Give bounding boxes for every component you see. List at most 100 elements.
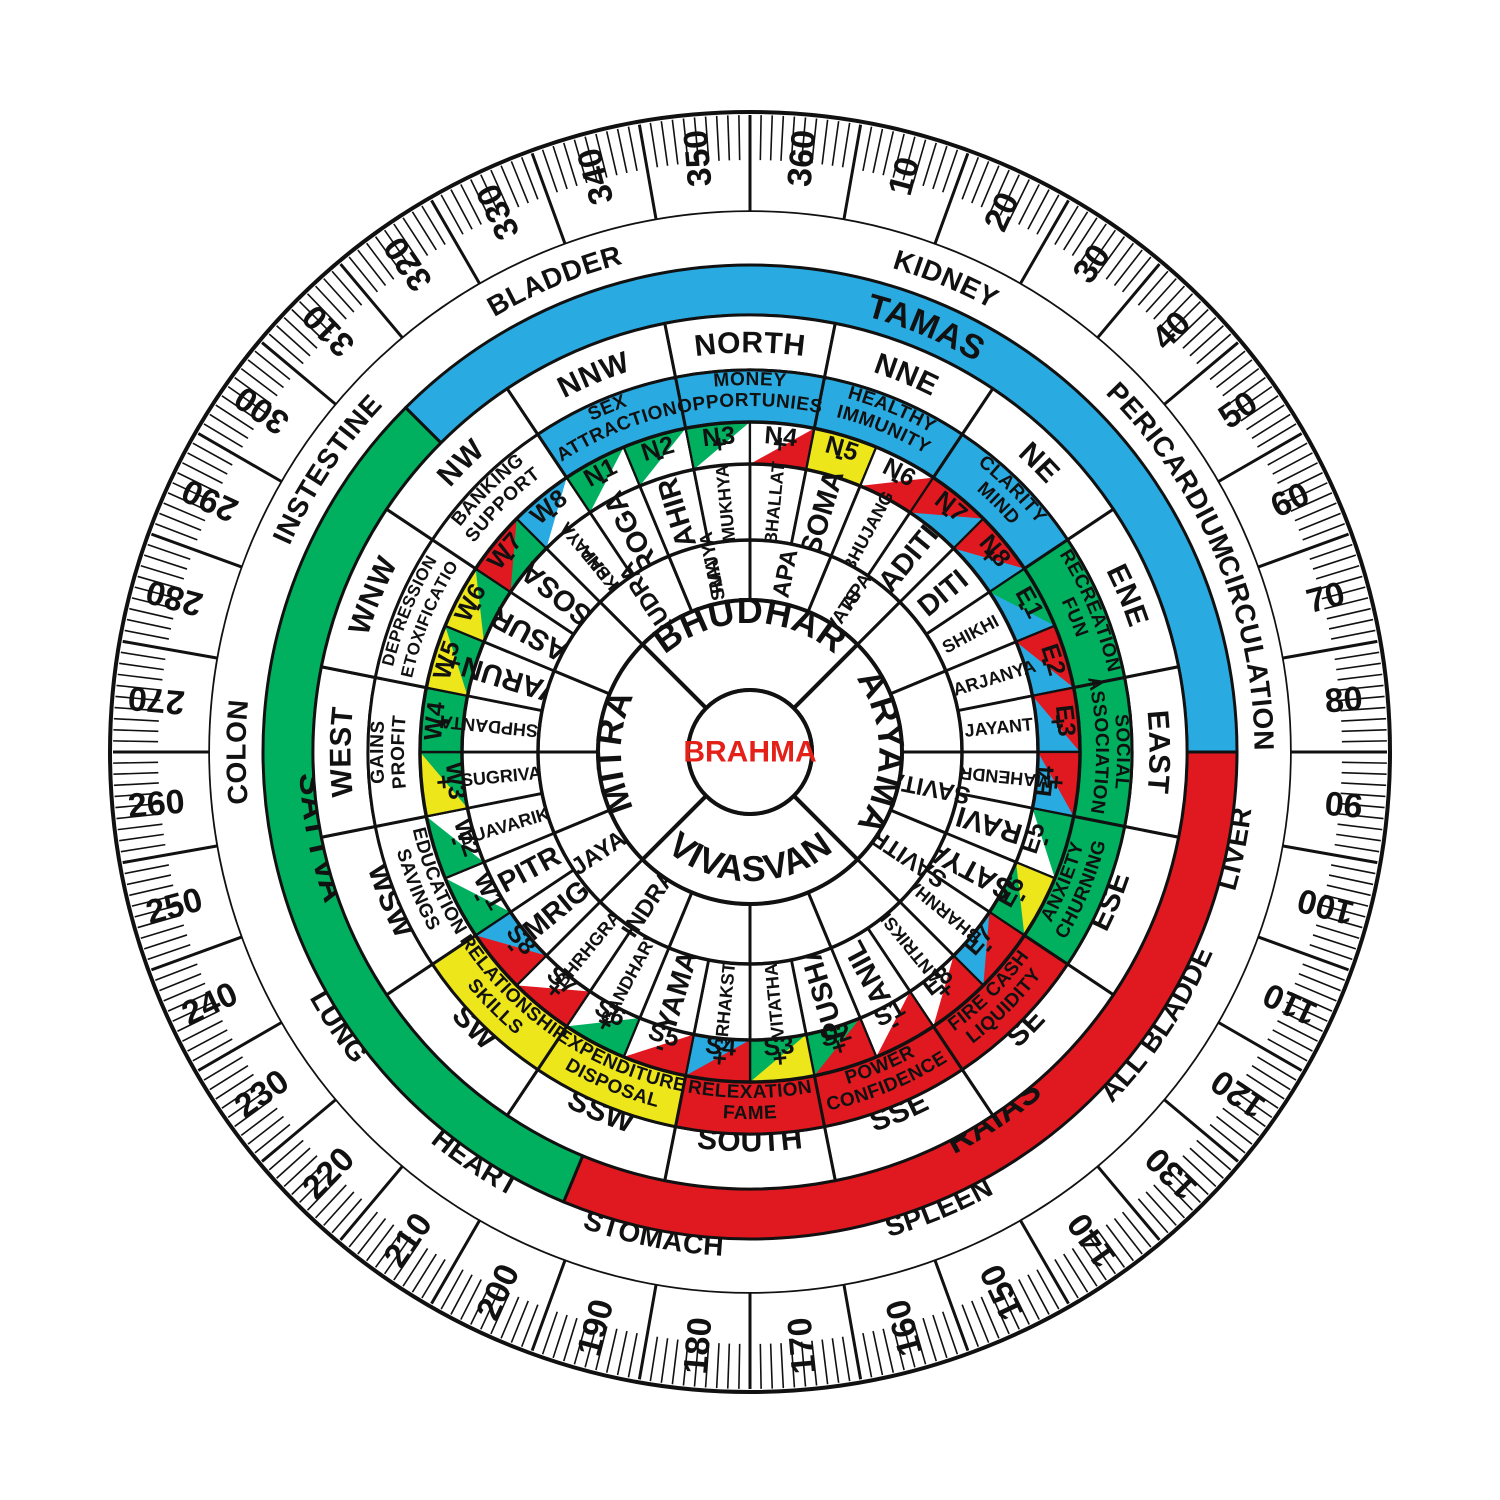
degree-tick-minor xyxy=(114,792,160,798)
degree-label-270: 270 xyxy=(126,679,186,722)
degree-tick-minor xyxy=(1324,597,1369,610)
degree-tick-minor xyxy=(552,145,568,190)
degree-tick-minor xyxy=(627,126,638,172)
degree-tick-minor xyxy=(120,843,166,853)
entrance-diagonal-fill xyxy=(475,518,517,592)
degree-tick-minor xyxy=(357,1218,387,1255)
degree-tick-minor xyxy=(1027,189,1050,230)
degree-tick-minor xyxy=(999,1288,1020,1330)
degree-tick-minor xyxy=(187,1029,228,1052)
degree-tick-minor xyxy=(1153,1184,1186,1219)
degree-tick-minor xyxy=(1036,194,1060,235)
degree-label-170: 170 xyxy=(781,1316,824,1376)
entrance-sign-E4: + xyxy=(1042,773,1071,791)
degree-tick-minor xyxy=(182,462,223,484)
degree-tick-minor xyxy=(1334,651,1380,661)
degree-tick-minor xyxy=(348,1211,379,1248)
degree-tick-major xyxy=(197,432,284,484)
degree-tick-minor xyxy=(1209,350,1246,381)
degree-tick-minor xyxy=(450,1274,473,1315)
degree-tick-minor xyxy=(1216,359,1253,389)
entrance-diagonal-fill xyxy=(685,422,750,470)
degree-tick-minor xyxy=(460,1279,482,1320)
degree-tick-minor xyxy=(134,586,179,600)
degree-tick-minor xyxy=(113,761,159,764)
degree-tick-minor xyxy=(1318,575,1363,590)
degree-tick-minor xyxy=(167,492,210,512)
degree-tick-minor xyxy=(299,301,332,334)
degree-tick-minor xyxy=(480,174,501,216)
degree-tick-minor xyxy=(1277,462,1318,484)
degree-tick-minor xyxy=(682,118,689,164)
degree-tick-minor xyxy=(393,223,420,262)
degree-tick-minor xyxy=(595,1326,608,1371)
degree-tick-minor xyxy=(1113,249,1143,286)
degree-tick-minor xyxy=(726,1343,731,1389)
degree-tick-minor xyxy=(1341,717,1387,722)
degree-label-350: 350 xyxy=(677,128,720,188)
degree-tick-minor xyxy=(192,1038,233,1062)
degree-tick-minor xyxy=(1330,629,1376,640)
degree-tick-minor xyxy=(247,1115,284,1145)
degree-tick-minor xyxy=(480,1288,501,1330)
degree-tick-minor xyxy=(1318,914,1363,929)
degree-tick-minor xyxy=(790,1342,796,1388)
degree-tick-minor xyxy=(254,1123,291,1154)
degree-tick-minor xyxy=(1063,1253,1089,1293)
degree-tick-minor xyxy=(862,1332,873,1378)
degree-tick-minor xyxy=(1337,823,1383,831)
degree-tick-minor xyxy=(117,823,163,831)
degree-tick-minor xyxy=(1088,229,1117,268)
degree-tick-minor xyxy=(541,1311,559,1355)
degree-tick-major xyxy=(1018,1218,1070,1305)
degree-label-180: 180 xyxy=(677,1316,720,1376)
degree-tick-minor xyxy=(129,884,174,897)
degree-tick-minor xyxy=(1257,1056,1297,1081)
degree-tick-minor xyxy=(215,1073,254,1100)
degree-tick-minor xyxy=(1189,1147,1224,1179)
degree-tick-minor xyxy=(999,174,1020,216)
degree-tick-minor xyxy=(323,1191,355,1226)
degree-tick-minor xyxy=(402,217,429,256)
degree-tick-major xyxy=(530,152,567,246)
entrance-diagonal-fill xyxy=(623,1034,694,1076)
degree-tick-minor xyxy=(134,904,179,918)
degree-tick-major xyxy=(1018,199,1070,286)
degree-tick-minor xyxy=(1290,492,1333,512)
entrance-diagonal-fill xyxy=(426,625,468,696)
degree-tick-minor xyxy=(541,149,559,193)
degree-tick-minor xyxy=(357,249,387,286)
direction-label: WEST xyxy=(324,705,359,798)
degree-tick-minor xyxy=(209,413,249,439)
degree-tick-minor xyxy=(510,1300,529,1343)
degree-tick-major xyxy=(430,199,482,286)
degree-tick-minor xyxy=(738,1343,741,1389)
entrance-diagonal-fill xyxy=(750,422,815,464)
degree-tick-minor xyxy=(113,782,159,787)
degree-tick-minor xyxy=(912,139,927,184)
degree-tick-minor xyxy=(323,278,355,313)
degree-tick-minor xyxy=(1121,1211,1152,1248)
ring-boundary-circle xyxy=(460,462,1040,1042)
degree-tick-minor xyxy=(131,597,176,610)
degree-tick-minor xyxy=(254,350,291,381)
degree-tick-minor xyxy=(116,813,162,820)
organ-sector xyxy=(543,1201,750,1292)
degree-tick-minor xyxy=(177,472,219,494)
degree-tick-minor xyxy=(1341,771,1387,776)
degree-tick-minor xyxy=(1196,333,1232,365)
degree-tick-minor xyxy=(872,1330,884,1376)
degree-tick-major xyxy=(1216,432,1303,484)
degree-tick-minor xyxy=(155,963,198,982)
degree-tick-minor xyxy=(1168,301,1201,334)
degree-label-360: 360 xyxy=(781,128,824,188)
degree-tick-minor xyxy=(227,385,266,414)
degree-tick-minor xyxy=(841,122,851,168)
degree-tick-major xyxy=(530,1258,567,1352)
entrance-diagonal-fill xyxy=(566,1018,640,1057)
degree-tick-minor xyxy=(941,149,959,193)
degree-tick-minor xyxy=(1228,1099,1266,1128)
degree-tick-minor xyxy=(902,1323,916,1368)
entrance-diagonal-fill xyxy=(685,1040,750,1082)
degree-tick-minor xyxy=(562,142,578,187)
